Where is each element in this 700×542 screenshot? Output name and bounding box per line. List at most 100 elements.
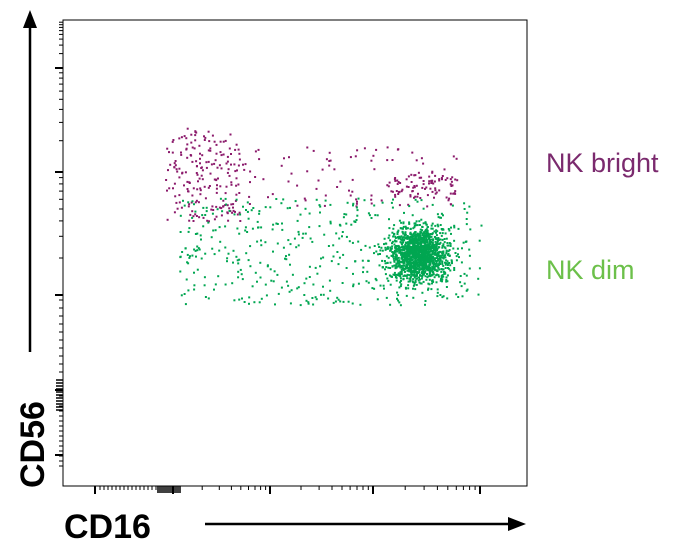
nk-dim-point	[391, 265, 394, 268]
nk-dim-point	[416, 265, 419, 268]
nk-bright-point	[380, 199, 383, 202]
nk-bright-point	[199, 189, 202, 192]
nk-dim-point	[394, 276, 397, 278]
nk-bright-point	[198, 144, 201, 147]
nk-bright-point	[303, 197, 306, 200]
nk-dim-point	[207, 221, 210, 224]
nk-dim-point	[414, 239, 417, 242]
nk-bright-point	[220, 154, 223, 157]
nk-dim-point	[406, 227, 409, 230]
nk-dim-point	[334, 300, 337, 303]
nk-dim-point	[407, 258, 409, 261]
nk-dim-point	[432, 273, 435, 276]
nk-dim-point	[404, 251, 407, 254]
nk-bright-point	[339, 180, 342, 183]
nk-dim-point	[424, 275, 427, 278]
nk-bright-point	[174, 160, 177, 162]
nk-dim-point	[407, 250, 410, 253]
nk-bright-point	[434, 192, 437, 195]
nk-dim-point	[453, 269, 456, 271]
nk-dim-point	[438, 216, 441, 219]
nk-dim-point	[436, 240, 439, 243]
nk-dim-point	[345, 213, 348, 216]
nk-bright-point	[194, 130, 197, 133]
nk-dim-point	[373, 287, 376, 290]
nk-dim-point	[431, 222, 434, 225]
nk-dim-point	[427, 248, 430, 250]
nk-dim-point	[433, 258, 436, 261]
nk-dim-point	[397, 272, 400, 275]
nk-bright-point	[186, 127, 189, 130]
nk-dim-point	[413, 242, 416, 244]
nk-dim-point	[361, 259, 364, 262]
nk-bright-point	[207, 186, 210, 189]
nk-bright-point	[215, 187, 218, 190]
nk-bright-point	[192, 187, 195, 190]
nk-bright-point	[257, 148, 260, 151]
nk-dim-point	[436, 241, 439, 244]
nk-dim-point	[422, 222, 425, 225]
nk-dim-point	[316, 272, 319, 275]
nk-bright-point	[398, 190, 401, 193]
nk-dim-point	[388, 274, 391, 277]
nk-dim-point	[237, 262, 240, 265]
nk-dim-point	[212, 229, 215, 232]
nk-dim-point	[266, 265, 269, 268]
nk-dim-point	[441, 252, 444, 254]
nk-dim-point	[200, 238, 202, 241]
nk-bright-point	[222, 199, 225, 202]
nk-bright-point	[451, 176, 454, 179]
nk-dim-point	[408, 205, 411, 208]
nk-dim-point	[311, 240, 314, 243]
nk-dim-point	[420, 247, 423, 250]
nk-bright-point	[218, 206, 221, 209]
nk-dim-point	[402, 248, 405, 251]
nk-dim-point	[446, 242, 449, 244]
nk-dim-point	[394, 247, 397, 250]
nk-dim-point	[412, 287, 414, 290]
nk-dim-point	[396, 258, 398, 261]
nk-bright-point	[194, 134, 197, 137]
nk-dim-point	[193, 284, 196, 287]
nk-dim-point	[409, 276, 412, 278]
nk-dim-point	[352, 283, 355, 286]
nk-dim-point	[402, 253, 405, 256]
nk-dim-point	[388, 218, 390, 221]
nk-bright-point	[236, 169, 238, 172]
nk-bright-point	[452, 155, 455, 158]
nk-bright-point	[201, 178, 204, 181]
nk-dim-point	[274, 303, 276, 306]
nk-dim-point	[447, 267, 449, 269]
nk-dim-point	[383, 237, 386, 240]
nk-bright-point	[414, 195, 417, 198]
nk-dim-point	[378, 246, 381, 248]
nk-bright-point	[446, 177, 449, 180]
nk-dim-point	[415, 261, 418, 264]
nk-dim-point	[449, 264, 452, 267]
nk-dim-point	[373, 245, 376, 247]
nk-bright-point	[174, 164, 177, 167]
nk-dim-point	[422, 280, 425, 283]
nk-dim-point	[437, 216, 440, 219]
nk-dim-point	[320, 257, 322, 260]
nk-dim-point	[374, 277, 377, 280]
nk-bright-point	[188, 181, 191, 184]
nk-dim-point	[217, 275, 220, 278]
nk-dim-point	[324, 199, 327, 202]
nk-dim-point	[440, 256, 442, 259]
nk-dim-point	[409, 249, 412, 252]
nk-dim-point	[396, 230, 399, 233]
nk-bright-point	[398, 204, 401, 207]
nk-bright-point	[222, 153, 225, 156]
nk-bright-point	[190, 154, 193, 157]
nk-dim-point	[412, 266, 415, 269]
nk-bright-point	[421, 186, 424, 189]
nk-dim-point	[204, 252, 207, 255]
nk-dim-point	[219, 240, 222, 243]
nk-dim-point	[419, 245, 422, 248]
nk-dim-point	[399, 271, 402, 274]
nk-dim-point	[233, 299, 236, 302]
nk-dim-point	[299, 304, 302, 307]
nk-dim-point	[418, 276, 420, 279]
nk-dim-point	[414, 259, 417, 262]
